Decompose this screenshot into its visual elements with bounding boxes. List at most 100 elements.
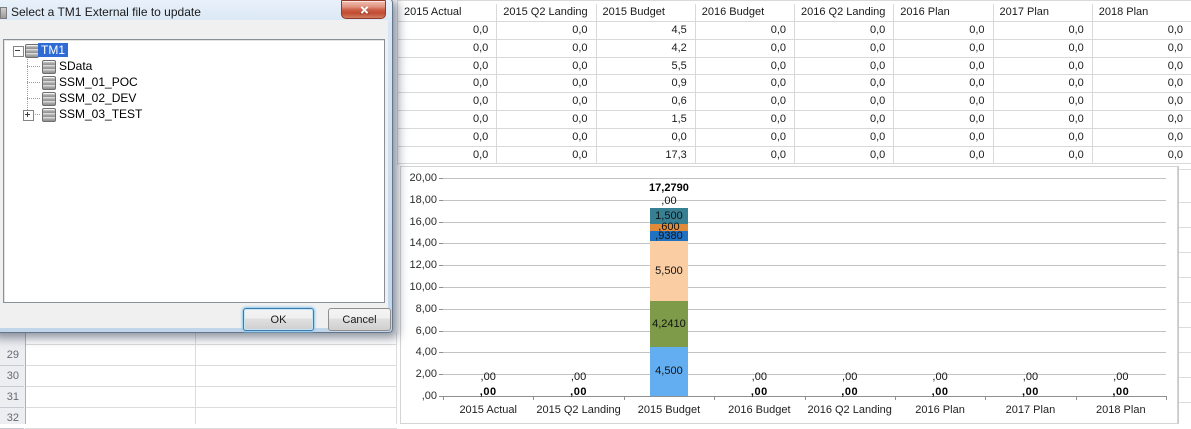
table-cell[interactable]: 0,0: [894, 93, 994, 111]
grid-line: [195, 332, 196, 424]
table-cell[interactable]: 0,0: [695, 128, 795, 147]
table-cell[interactable]: 0,0: [795, 22, 895, 40]
table-cell[interactable]: 0,0: [398, 93, 498, 111]
table-cell[interactable]: 0,0: [695, 75, 795, 94]
tree-item-ssm_01_poc[interactable]: SSM_01_POC: [4, 74, 384, 90]
table-cell[interactable]: 0,0: [1092, 22, 1191, 40]
table-cell[interactable]: 0,0: [695, 146, 795, 165]
dialog-titlebar[interactable]: Select a TM1 External file to update: [0, 0, 392, 20]
tree-item-tm1[interactable]: TM1: [4, 42, 384, 58]
zero-axis-label: ,00: [750, 386, 768, 398]
collapse-icon[interactable]: [13, 46, 24, 57]
grid-line: [443, 221, 1166, 223]
expand-icon[interactable]: [23, 110, 34, 121]
tree-connector: [27, 82, 40, 83]
table-cell[interactable]: 0,0: [1092, 146, 1191, 165]
table-cell[interactable]: 0,0: [795, 128, 895, 147]
table-cell[interactable]: 0,0: [993, 146, 1093, 165]
table-cell[interactable]: 0,9: [596, 75, 696, 94]
table-cell[interactable]: 4,2: [596, 39, 696, 58]
table-cell[interactable]: 0,0: [398, 39, 498, 58]
cancel-button[interactable]: Cancel: [328, 308, 391, 331]
table-cell[interactable]: 0,0: [795, 110, 895, 129]
table-cell[interactable]: 0,0: [398, 110, 498, 129]
table-cell[interactable]: 0,0: [894, 39, 994, 58]
table-cell[interactable]: 5,5: [596, 57, 696, 76]
table-cell[interactable]: 0,0: [497, 146, 597, 165]
table-cell[interactable]: 0,0: [497, 39, 597, 58]
table-cell[interactable]: 1,5: [596, 110, 696, 129]
bottom-sheet-area: 29 30 31 32: [0, 332, 397, 429]
table-cell[interactable]: 0,0: [497, 22, 597, 40]
y-tick: [439, 330, 443, 332]
file-tree[interactable]: TM1 SData SSM_01_POC SSM_02_DEV SSM_03_TEST: [3, 39, 385, 303]
table-cell[interactable]: 0,0: [993, 57, 1093, 76]
table-cell[interactable]: 0,0: [795, 57, 895, 76]
row-header[interactable]: 30: [0, 366, 24, 387]
table-cell[interactable]: 0,0: [695, 57, 795, 76]
zero-data-label: ,00: [751, 371, 767, 383]
table-cell[interactable]: 0,0: [894, 110, 994, 129]
table-cell[interactable]: 0,0: [993, 22, 1093, 40]
table-cell[interactable]: 0,0: [398, 22, 498, 40]
zero-axis-label: ,00: [931, 386, 949, 398]
table-cell[interactable]: 0,0: [894, 146, 994, 165]
table-cell[interactable]: 0,0: [398, 75, 498, 94]
y-tick-label: 12,00: [409, 259, 437, 272]
table-cell[interactable]: 0,0: [695, 110, 795, 129]
bar-segment[interactable]: [649, 224, 688, 231]
table-cell[interactable]: 0,0: [1092, 75, 1191, 94]
table-cell[interactable]: 0,0: [795, 75, 895, 94]
table-cell[interactable]: 0,0: [993, 128, 1093, 147]
row-header[interactable]: 32: [0, 408, 24, 429]
table-cell[interactable]: 0,0: [894, 57, 994, 76]
table-cell[interactable]: 0,0: [894, 22, 994, 40]
table-cell[interactable]: 0,0: [1092, 128, 1191, 147]
close-button[interactable]: [341, 0, 386, 19]
bar-segment[interactable]: [649, 300, 688, 347]
ok-button[interactable]: OK: [243, 308, 314, 331]
tree-item-sdata[interactable]: SData: [4, 58, 384, 74]
table-cell[interactable]: 0,0: [398, 128, 498, 147]
bar-segment[interactable]: [649, 240, 688, 301]
table-cell[interactable]: 4,5: [596, 22, 696, 40]
table-cell[interactable]: 0,0: [993, 39, 1093, 58]
table-cell[interactable]: 17,3: [596, 146, 696, 165]
table-cell[interactable]: 0,0: [993, 110, 1093, 129]
table-cell[interactable]: 0,0: [695, 22, 795, 40]
row-header[interactable]: 29: [0, 345, 24, 366]
y-tick-label: 16,00: [409, 215, 437, 228]
table-cell[interactable]: 0,6: [596, 93, 696, 111]
table-cell[interactable]: 0,0: [993, 93, 1093, 111]
table-cell[interactable]: 0,0: [497, 110, 597, 129]
table-cell[interactable]: 0,0: [894, 75, 994, 94]
table-cell[interactable]: 0,0: [398, 57, 498, 76]
row-header[interactable]: 31: [0, 387, 24, 408]
table-cell[interactable]: 0,0: [795, 146, 895, 165]
table-cell[interactable]: 0,0: [596, 128, 696, 147]
table-cell[interactable]: 0,0: [795, 39, 895, 58]
table-cell[interactable]: 0,0: [993, 75, 1093, 94]
table-cell[interactable]: 0,0: [497, 128, 597, 147]
bar-segment[interactable]: [649, 346, 688, 396]
tree-item-ssm_03_test[interactable]: SSM_03_TEST: [4, 106, 384, 122]
grid-line: [443, 352, 1166, 354]
bar-segment[interactable]: [649, 207, 688, 224]
clipped-column-header: 2015 Budget: [596, 0, 696, 1]
table-cell[interactable]: 0,0: [497, 93, 597, 111]
table-cell[interactable]: 0,0: [1092, 110, 1191, 129]
table-cell[interactable]: 0,0: [1092, 39, 1191, 58]
table-cell[interactable]: 0,0: [497, 57, 597, 76]
table-cell[interactable]: 0,0: [695, 39, 795, 58]
table-cell[interactable]: 0,0: [398, 146, 498, 165]
x-category-label: 2018 Plan: [1096, 404, 1146, 416]
bar-segment[interactable]: [649, 230, 688, 241]
table-cell[interactable]: 0,0: [795, 93, 895, 111]
tree-item-ssm_02_dev[interactable]: SSM_02_DEV: [4, 90, 384, 106]
table-cell[interactable]: 0,0: [1092, 93, 1191, 111]
stacked-bar-chart[interactable]: 20,00 18,00 16,00 14,00 12,00 10,00 8,00 6,00 4,…: [400, 166, 1178, 424]
table-cell[interactable]: 0,0: [695, 93, 795, 111]
table-cell[interactable]: 0,0: [1092, 57, 1191, 76]
table-cell[interactable]: 0,0: [497, 75, 597, 94]
table-cell[interactable]: 0,0: [894, 128, 994, 147]
